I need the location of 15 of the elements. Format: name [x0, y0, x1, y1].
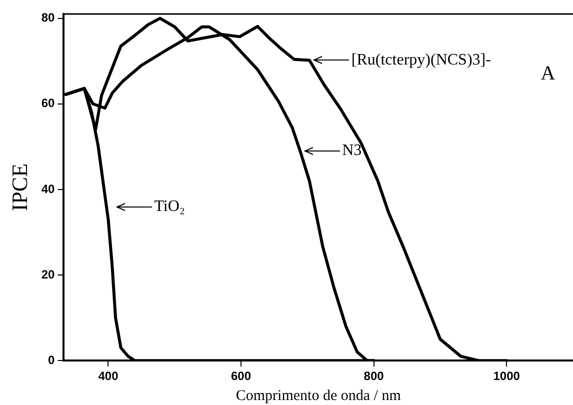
y-tick-label: 0: [48, 352, 56, 367]
y-axis-title: IPCE: [6, 163, 32, 212]
x-axis-title: Comprimento de onda / nm: [236, 388, 402, 404]
y-tick-label: 40: [41, 182, 56, 196]
x-tick-label: 600: [231, 369, 252, 384]
annotation: [Ru(tcterpy)(NCS)3]-: [351, 51, 491, 68]
y-tick-label: 20: [41, 267, 56, 282]
x-tick-label: 400: [98, 369, 119, 384]
annotation: N3: [342, 142, 362, 160]
annotation: A: [540, 62, 556, 84]
y-tick-label: 60: [41, 96, 56, 110]
y-tick-label: 80: [41, 10, 56, 25]
annotation: TiO₂: [154, 198, 186, 215]
x-tick-label: 800: [364, 369, 384, 384]
x-tick-label: 1000: [493, 369, 520, 384]
